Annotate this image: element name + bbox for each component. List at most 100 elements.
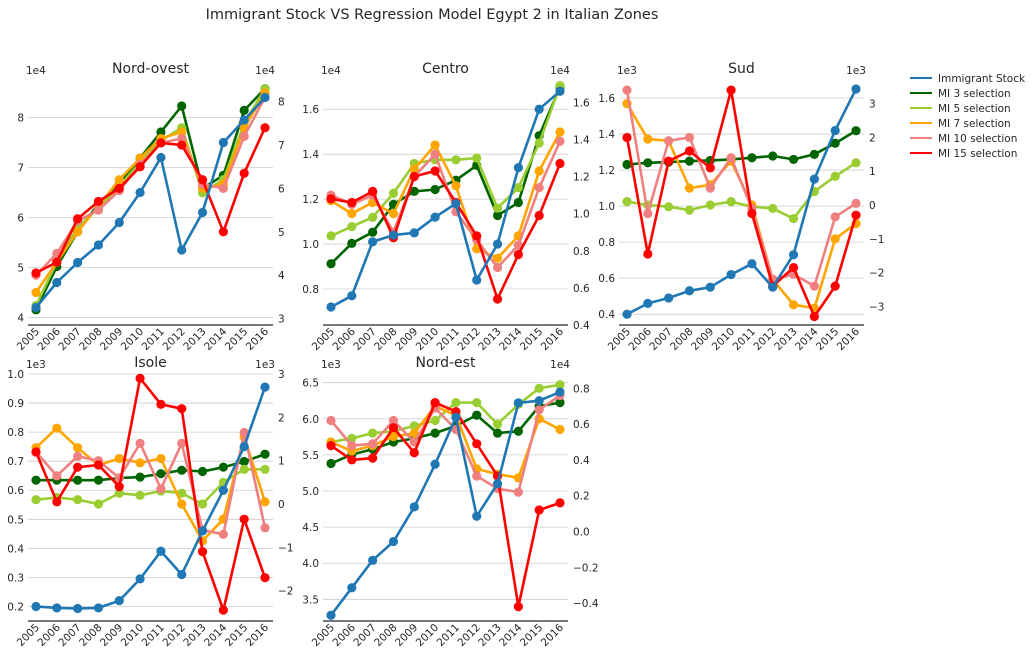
x-tick-label: 2013 bbox=[476, 326, 503, 353]
series-line bbox=[34, 88, 267, 307]
data-point bbox=[197, 466, 208, 477]
data-point bbox=[114, 596, 124, 606]
data-point bbox=[93, 205, 104, 215]
data-point bbox=[830, 138, 840, 148]
data-point bbox=[135, 438, 145, 448]
data-point bbox=[114, 482, 124, 492]
x-tick-label: 2010 bbox=[119, 326, 146, 353]
x-tick-label: 2007 bbox=[56, 622, 83, 649]
right-tick-label: 0.8 bbox=[573, 246, 590, 258]
data-point bbox=[177, 569, 187, 580]
data-point bbox=[622, 159, 632, 170]
data-point bbox=[31, 495, 41, 505]
data-point bbox=[347, 440, 357, 451]
series-immigrant-stock bbox=[326, 387, 565, 620]
data-point bbox=[472, 231, 482, 241]
right-tick-label: −1 bbox=[869, 234, 884, 246]
x-tick-label: 2013 bbox=[772, 326, 799, 353]
x-tick-label: 2011 bbox=[140, 326, 167, 353]
data-point bbox=[430, 149, 440, 159]
data-point bbox=[622, 85, 632, 95]
left-tick-label: 6 bbox=[17, 213, 24, 225]
data-point bbox=[534, 183, 544, 193]
data-point bbox=[347, 238, 357, 248]
data-point bbox=[643, 298, 653, 308]
right-tick-label: −0.4 bbox=[573, 598, 599, 610]
data-point bbox=[534, 396, 544, 406]
data-point bbox=[768, 151, 778, 161]
data-point bbox=[239, 464, 249, 474]
data-point bbox=[156, 484, 166, 494]
data-point bbox=[851, 198, 861, 208]
data-point bbox=[368, 453, 378, 463]
data-point bbox=[705, 200, 715, 210]
x-tick-label: 2015 bbox=[814, 326, 841, 353]
left-tick-label: 4.0 bbox=[302, 558, 319, 570]
data-point bbox=[643, 249, 653, 259]
right-tick-label: −3 bbox=[869, 301, 884, 313]
left-tick-label: 0.7 bbox=[7, 456, 24, 468]
x-tick-label: 2011 bbox=[731, 326, 758, 353]
left-tick-label: 1.6 bbox=[598, 93, 615, 105]
panel-nord-est: 3.5 4.0 4.5 5.0 5.5 6.0 6.5 −0.4 −0.2 0.0 0.2 0.4 0.… bbox=[302, 355, 599, 649]
data-point bbox=[684, 183, 695, 193]
data-point bbox=[409, 186, 419, 196]
data-point bbox=[31, 268, 41, 278]
right-tick-label: 6 bbox=[278, 183, 285, 195]
data-point bbox=[52, 257, 62, 267]
data-point bbox=[409, 171, 419, 182]
data-point bbox=[409, 428, 419, 438]
data-point bbox=[472, 398, 482, 408]
right-tick-label: 2 bbox=[869, 132, 876, 144]
series-line bbox=[34, 92, 267, 294]
left-tick-label: 5 bbox=[17, 263, 24, 275]
series-line bbox=[330, 383, 561, 444]
data-point bbox=[534, 210, 544, 221]
data-point bbox=[73, 227, 83, 237]
left-tick-label: 0.8 bbox=[598, 237, 615, 249]
data-point bbox=[684, 132, 695, 143]
right-axis-exponent: 1e3 bbox=[846, 65, 866, 77]
left-tick-label: 0.2 bbox=[7, 601, 24, 613]
data-point bbox=[135, 472, 145, 482]
data-point bbox=[643, 134, 653, 144]
data-point bbox=[197, 499, 208, 509]
data-point bbox=[52, 497, 62, 507]
data-point bbox=[388, 415, 399, 426]
data-point bbox=[830, 125, 840, 136]
data-point bbox=[347, 583, 357, 593]
series-immigrant-stock bbox=[326, 86, 565, 312]
data-point bbox=[555, 380, 565, 390]
data-point bbox=[388, 188, 399, 198]
data-point bbox=[430, 184, 440, 195]
figure-title: Immigrant Stock VS Regression Model Egyp… bbox=[206, 7, 659, 23]
data-point bbox=[534, 383, 544, 393]
data-point bbox=[451, 181, 461, 191]
data-point bbox=[555, 158, 565, 169]
data-point bbox=[622, 309, 632, 319]
left-tick-label: 0.4 bbox=[7, 543, 24, 555]
x-tick-label: 2013 bbox=[181, 326, 208, 353]
series-immigrant-stock bbox=[31, 382, 270, 614]
legend-item: MI 10 selection bbox=[910, 133, 1017, 145]
right-tick-label: 2 bbox=[278, 412, 285, 424]
data-point bbox=[73, 451, 83, 461]
x-tick-label: 2013 bbox=[181, 622, 208, 649]
right-tick-label: 8 bbox=[278, 97, 285, 109]
data-point bbox=[768, 203, 778, 214]
legend-item: MI 5 selection bbox=[910, 103, 1011, 115]
right-tick-label: −2 bbox=[869, 268, 884, 280]
data-point bbox=[368, 186, 378, 196]
data-point bbox=[555, 424, 565, 435]
data-point bbox=[705, 282, 715, 292]
series-mi-5-selection bbox=[31, 84, 270, 311]
data-point bbox=[430, 212, 440, 222]
data-point bbox=[788, 262, 799, 273]
x-tick-label: 2014 bbox=[497, 621, 525, 649]
left-tick-label: 6.0 bbox=[302, 414, 319, 426]
x-tick-label: 2009 bbox=[98, 326, 125, 353]
data-point bbox=[830, 171, 840, 181]
data-point bbox=[177, 488, 187, 498]
data-point bbox=[52, 277, 62, 288]
